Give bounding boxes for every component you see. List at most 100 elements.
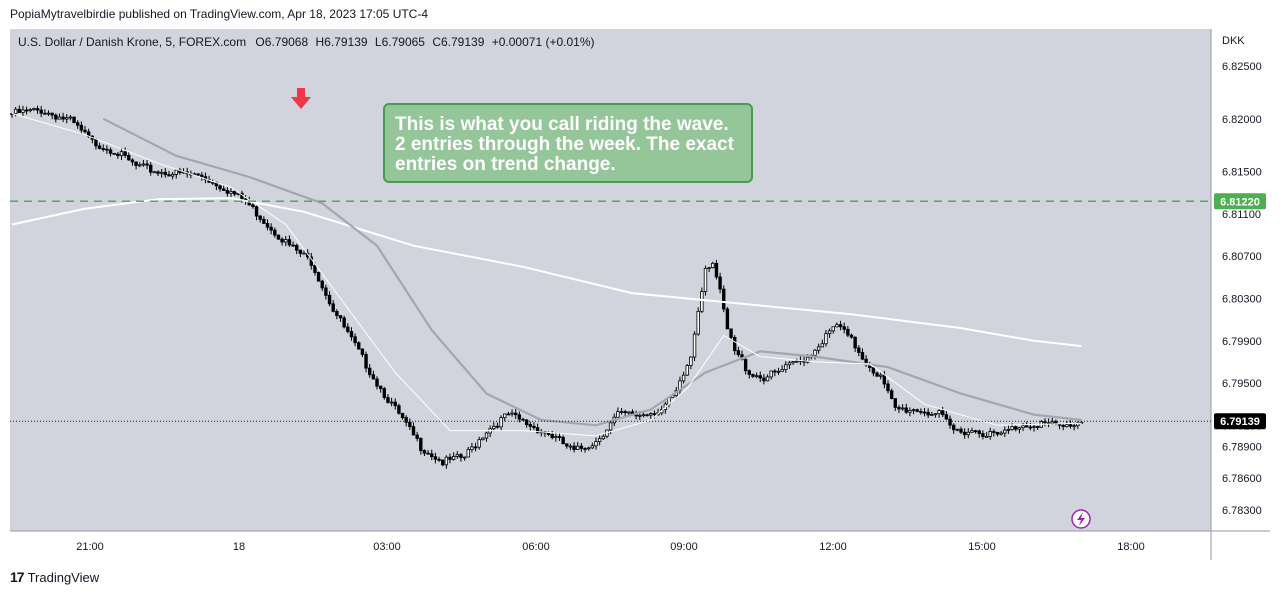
candle-body: [254, 206, 259, 217]
candle-body: [827, 330, 832, 335]
red-arrow-icon[interactable]: [291, 88, 311, 109]
candle-body: [276, 234, 281, 240]
candle-body: [444, 456, 449, 466]
candle-body: [294, 244, 299, 251]
price-tick-label: 6.81100: [1222, 209, 1261, 221]
candle-body: [422, 450, 427, 454]
candle-body: [696, 310, 700, 335]
candle-body: [28, 109, 32, 112]
candle-body: [806, 356, 810, 363]
price-tick-label: 6.80700: [1222, 251, 1262, 263]
candle-body: [791, 361, 795, 364]
candle-body: [820, 343, 824, 348]
candle-body: [992, 431, 996, 433]
candle-body: [218, 185, 222, 190]
candle-body: [838, 324, 843, 328]
candle-body: [977, 430, 981, 435]
candle-body: [349, 331, 354, 338]
candle-body: [134, 161, 138, 166]
candle-body: [1028, 426, 1033, 429]
candle-body: [930, 414, 934, 416]
low-value: 6.79065: [381, 35, 425, 49]
candle-body: [408, 421, 412, 428]
candle-body: [101, 148, 105, 150]
candle-body: [722, 288, 726, 310]
last-price-badge: 6.79139: [1214, 413, 1266, 430]
candle-body: [911, 409, 916, 412]
tradingview-logo-icon: 17: [10, 569, 25, 585]
candle-body: [152, 171, 157, 174]
price-tick-label: 6.79900: [1222, 336, 1262, 348]
candle-body: [313, 264, 317, 273]
candle-body: [882, 374, 887, 385]
candle-body: [280, 238, 284, 243]
candle-body: [331, 303, 335, 312]
candle-body: [357, 342, 361, 350]
candle-body: [601, 435, 605, 440]
candle-body: [371, 374, 376, 380]
candle-body: [707, 267, 711, 270]
candle-body: [76, 122, 80, 126]
candle-body: [1035, 426, 1040, 428]
candle-body: [17, 108, 21, 113]
symbol-title[interactable]: U.S. Dollar / Danish Krone, 5, FOREX.com: [18, 35, 247, 49]
close-value: 6.79139: [441, 35, 485, 49]
price-tick-label: 6.78300: [1222, 505, 1262, 517]
candle-body: [835, 324, 839, 328]
annotation-line-2: 2 entries through the week. The exact: [395, 134, 734, 155]
candle-body: [524, 419, 529, 425]
candle-body: [97, 145, 102, 149]
candle-body: [433, 456, 438, 460]
candle-body: [451, 456, 456, 460]
candle-body: [718, 276, 722, 290]
candle-body: [900, 407, 905, 410]
candle-body: [908, 410, 912, 413]
ma-fast-thin-line: [11, 113, 1082, 437]
candle-body: [692, 333, 697, 358]
price-tick-label: 6.81500: [1222, 167, 1262, 179]
candle-body: [773, 370, 777, 373]
candle-body: [729, 328, 733, 338]
candle-body: [875, 372, 879, 377]
candle-body: [725, 308, 730, 330]
candle-body: [711, 262, 715, 269]
time-axis[interactable]: 21:00 18 03:00 06:00 09:00 12:00 15:00 18:00: [76, 541, 1145, 553]
open-value: 6.79068: [264, 35, 309, 49]
candle-body: [762, 377, 766, 382]
candle-body: [1043, 421, 1047, 424]
candle-body: [316, 272, 321, 282]
candle-body: [411, 426, 416, 436]
candle-body: [1021, 425, 1025, 429]
candle-body: [962, 431, 967, 436]
candle-body: [145, 163, 149, 166]
candle-body: [984, 435, 989, 438]
candle-body: [324, 287, 328, 296]
candle-body: [995, 431, 1000, 435]
high-label: H: [315, 35, 325, 49]
candle-body: [754, 375, 759, 378]
candle-body: [1072, 425, 1076, 428]
price-tick-label: 6.82500: [1222, 61, 1262, 73]
time-tick-label: 18:00: [1117, 541, 1145, 553]
time-tick-label: 06:00: [522, 541, 550, 553]
candle-body: [590, 445, 595, 449]
last-price-label: 6.79139: [1220, 416, 1260, 428]
candle-body: [714, 262, 719, 278]
candle-body: [652, 413, 657, 416]
candle-body: [196, 173, 200, 176]
candle-body: [685, 365, 689, 376]
candle-body: [959, 428, 963, 433]
candle-body: [623, 411, 627, 414]
annotation-callout[interactable]: This is what you call riding the wave. 2…: [383, 103, 753, 183]
candle-body: [503, 413, 507, 419]
candle-body: [108, 149, 113, 154]
candle-body: [948, 418, 952, 426]
lightning-icon[interactable]: [1071, 509, 1091, 529]
price-axis[interactable]: 6.82500 6.82000 6.81500 6.81100 6.80700 6.803…: [1222, 61, 1262, 517]
footer-branding[interactable]: 17 TradingView: [10, 569, 99, 585]
candle-body: [426, 452, 430, 455]
candle-body: [320, 280, 324, 289]
candle-body: [65, 117, 69, 120]
candle-body: [1017, 427, 1022, 430]
